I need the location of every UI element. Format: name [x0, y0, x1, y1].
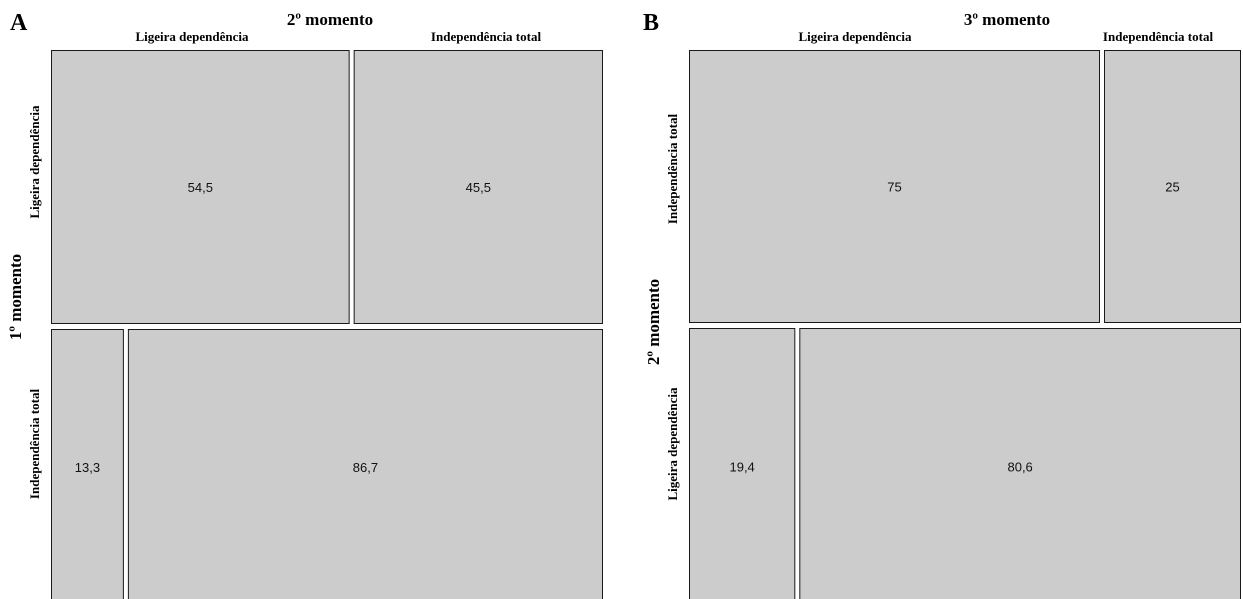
panel-b-row-label-2: Ligeira dependência — [665, 387, 680, 501]
panel-a-row-axis-title: 1º momento — [6, 254, 25, 340]
panel-letter-b: B — [643, 10, 659, 36]
tile-value-label: 75 — [887, 180, 901, 195]
tile-value-label: 54,5 — [188, 180, 213, 195]
panel-b-row-axis-title: 2º momento — [644, 279, 663, 365]
mosaic-tile — [51, 50, 350, 324]
panel-b: B 3º momento Ligeira dependência Indepen… — [643, 10, 1241, 599]
panel-a: A 2º momento Ligeira dependência Indepen… — [6, 10, 603, 599]
mosaic-tile — [353, 50, 603, 324]
tile-value-label: 80,6 — [1007, 460, 1032, 475]
panel-b-title: 3º momento — [964, 10, 1050, 29]
tile-value-label: 86,7 — [353, 460, 378, 475]
panel-a-col-label-1: Ligeira dependência — [135, 29, 249, 44]
mosaic-tile — [689, 328, 796, 599]
tile-value-label: 25 — [1165, 180, 1179, 195]
panel-b-tiles: 75 25 19,4 80,6 — [689, 50, 1241, 599]
panel-letter-a: A — [10, 10, 28, 36]
mosaic-tile — [689, 50, 1100, 323]
mosaic-tile — [799, 328, 1241, 599]
mosaic-tile — [1104, 50, 1241, 323]
tile-value-label: 13,3 — [75, 460, 100, 475]
panel-b-col-label-2: Independência total — [1103, 29, 1214, 44]
panel-b-row-label-1: Independência total — [665, 114, 680, 225]
mosaic-tile — [51, 329, 124, 599]
panel-b-col-label-1: Ligeira dependência — [798, 29, 912, 44]
panel-a-row-label-2: Independência total — [27, 389, 42, 500]
panel-a-row-label-1: Ligeira dependência — [27, 105, 42, 219]
panel-a-col-label-2: Independência total — [431, 29, 542, 44]
tile-value-label: 19,4 — [729, 460, 754, 475]
tile-value-label: 45,5 — [466, 180, 491, 195]
panel-a-tiles: 54,5 45,5 13,3 86,7 — [51, 50, 603, 599]
mosaic-tile — [127, 329, 603, 599]
panel-a-title: 2º momento — [287, 10, 373, 29]
